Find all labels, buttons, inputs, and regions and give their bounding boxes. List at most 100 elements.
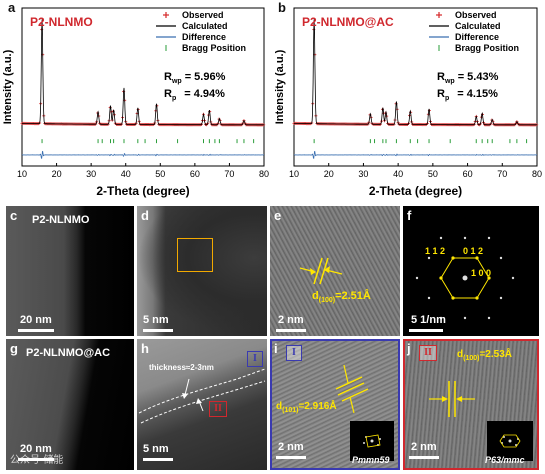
x-tick-label: 20: [52, 169, 62, 179]
panel-letter-d: d: [141, 208, 149, 223]
x-tick-label: 50: [428, 169, 438, 179]
region-label-j: II: [419, 345, 437, 361]
lattice-fringe-marker-j: [429, 381, 475, 417]
rwp-label: Rwp = 5.43%: [437, 71, 499, 85]
chart-title: P2-NLNMO: [30, 15, 93, 29]
legend-label: Difference: [455, 32, 499, 42]
region-box-1: I: [247, 351, 263, 367]
plot-frame: [293, 7, 538, 167]
calculated-line: [294, 19, 537, 126]
rp-label: Rp = 4.15%: [437, 88, 498, 102]
tem-panel-g: g P2-NLNMO@AC 20 nm 公众号·储能: [6, 339, 134, 470]
scale-label-d: 5 nm: [143, 314, 169, 326]
tem-panel-f: f 1 1 2 0 1 2 1 0 0 5 1/nm: [403, 206, 539, 336]
y-axis-label: Intensity (a.u.): [274, 49, 286, 124]
x-tick-label: 80: [532, 169, 542, 179]
panel-c-title: P2-NLNMO: [32, 214, 90, 226]
x-tick-label: 20: [324, 169, 334, 179]
legend-label: Observed: [182, 10, 224, 20]
tem-panel-d: d 5 nm: [137, 206, 267, 336]
x-tick-label: 70: [224, 169, 234, 179]
x-tick-label: 70: [497, 169, 507, 179]
x-axis-label: 2-Theta (degree): [96, 184, 189, 198]
x-tick-label: 30: [86, 169, 96, 179]
x-tick-label: 60: [190, 169, 200, 179]
panel-letter-i: i: [274, 341, 278, 356]
panel-letter-c: c: [10, 208, 18, 223]
scale-label-i: 2 nm: [278, 441, 304, 453]
chart-title: P2-NLNMO@AC: [302, 15, 394, 29]
panel-letter-j: j: [407, 341, 411, 356]
x-axis-label: 2-Theta (degree): [369, 184, 462, 198]
shell-outline: [138, 368, 266, 424]
panel-g-title: P2-NLNMO@AC: [26, 347, 111, 359]
tem-panel-e: e d(100)=2.51Å 2 nm: [270, 206, 400, 336]
fft-inset-i: [350, 421, 394, 461]
fft-pattern-j: [499, 434, 521, 448]
rwp-label: Rwp = 5.96%: [164, 71, 226, 85]
tem-panel-c: c P2-NLNMO 20 nm: [6, 206, 134, 336]
y-axis-label: Intensity (a.u.): [2, 49, 14, 124]
scale-bar-j: [409, 456, 439, 459]
scale-bar-e: [276, 329, 306, 332]
x-tick-label: 60: [463, 169, 473, 179]
scale-bar-f: [409, 329, 443, 332]
d-spacing-label-i: d(101)=2.916Å: [276, 401, 337, 414]
legend-label: Calculated: [182, 21, 228, 31]
x-tick-label: 10: [289, 169, 299, 179]
legend-label: Bragg Position: [182, 43, 246, 53]
lattice-fringe-marker: [299, 257, 343, 285]
selection-box: [177, 238, 213, 272]
scale-label-c: 20 nm: [20, 314, 52, 326]
panel-letter-g: g: [10, 341, 18, 356]
calculated-line: [22, 19, 264, 126]
difference-line: [21, 150, 264, 159]
region-box-2: II: [209, 401, 227, 417]
x-tick-label: 10: [17, 169, 27, 179]
x-tick-label: 50: [155, 169, 165, 179]
d-spacing-label-j: d(100)=2.53Å: [457, 349, 512, 362]
index-label-112: 1 1 2: [425, 246, 446, 256]
scale-label-e: 2 nm: [278, 314, 304, 326]
legend-label: Calculated: [455, 21, 501, 31]
scale-bar-c: [18, 329, 54, 332]
x-tick-label: 30: [358, 169, 368, 179]
region-label-i: I: [286, 345, 302, 361]
xrd-chart-b: Intensity (a.u.) 10 20 30 40 50 60 70 80 2-Theta …: [274, 7, 542, 198]
scale-label-h: 5 nm: [143, 443, 169, 455]
panel-letter-f: f: [407, 208, 412, 223]
legend-label: Difference: [182, 32, 226, 42]
rp-label: Rp = 4.94%: [164, 88, 225, 102]
scale-bar-g: [18, 458, 54, 461]
tem-panel-j: j II d(100)=2.53Å P63/mmc 2 nm: [403, 339, 539, 470]
thickness-label: thickness≈2-3nm: [149, 363, 214, 372]
plot-frame: [21, 7, 265, 167]
panel-letter-b: b: [278, 0, 286, 15]
scale-label-g: 20 nm: [20, 443, 52, 455]
diffraction-pattern: [415, 236, 515, 320]
fft-inset-j: [487, 421, 533, 461]
legend-label: Observed: [455, 10, 497, 20]
fft-pattern-i: [363, 434, 381, 448]
watermark: 公众号·储能: [10, 455, 64, 466]
x-tick-label: 40: [121, 169, 131, 179]
space-group-j: P63/mmc: [485, 455, 525, 465]
index-label-100: 1 0 0: [471, 268, 492, 278]
space-group-i: Pmmn59: [352, 455, 390, 465]
legend-label: Bragg Position: [455, 43, 519, 53]
x-tick-label: 80: [259, 169, 269, 179]
lattice-fringe-marker-i: [335, 364, 369, 414]
scale-bar-d: [143, 329, 173, 332]
panel-letter-h: h: [141, 341, 149, 356]
tem-panel-i: i I d(101)=2.916Å Pmmn59 2 nm: [270, 339, 400, 470]
xrd-chart-a: Intensity (a.u.) 10 20 30 40 50 60 70 80 2-Theta …: [2, 7, 269, 198]
tem-panel-h: h thickness≈2-3nm I II 5 nm: [137, 339, 267, 470]
scale-label-j: 2 nm: [411, 441, 437, 453]
scale-bar-i: [276, 456, 306, 459]
d-spacing-label-e: d(100)=2.51Å: [312, 290, 371, 305]
difference-line: [293, 150, 537, 159]
index-label-012: 0 1 2: [463, 246, 484, 256]
panel-letter-a: a: [8, 0, 16, 15]
scale-bar-h: [143, 458, 173, 461]
scale-label-f: 5 1/nm: [411, 314, 446, 326]
